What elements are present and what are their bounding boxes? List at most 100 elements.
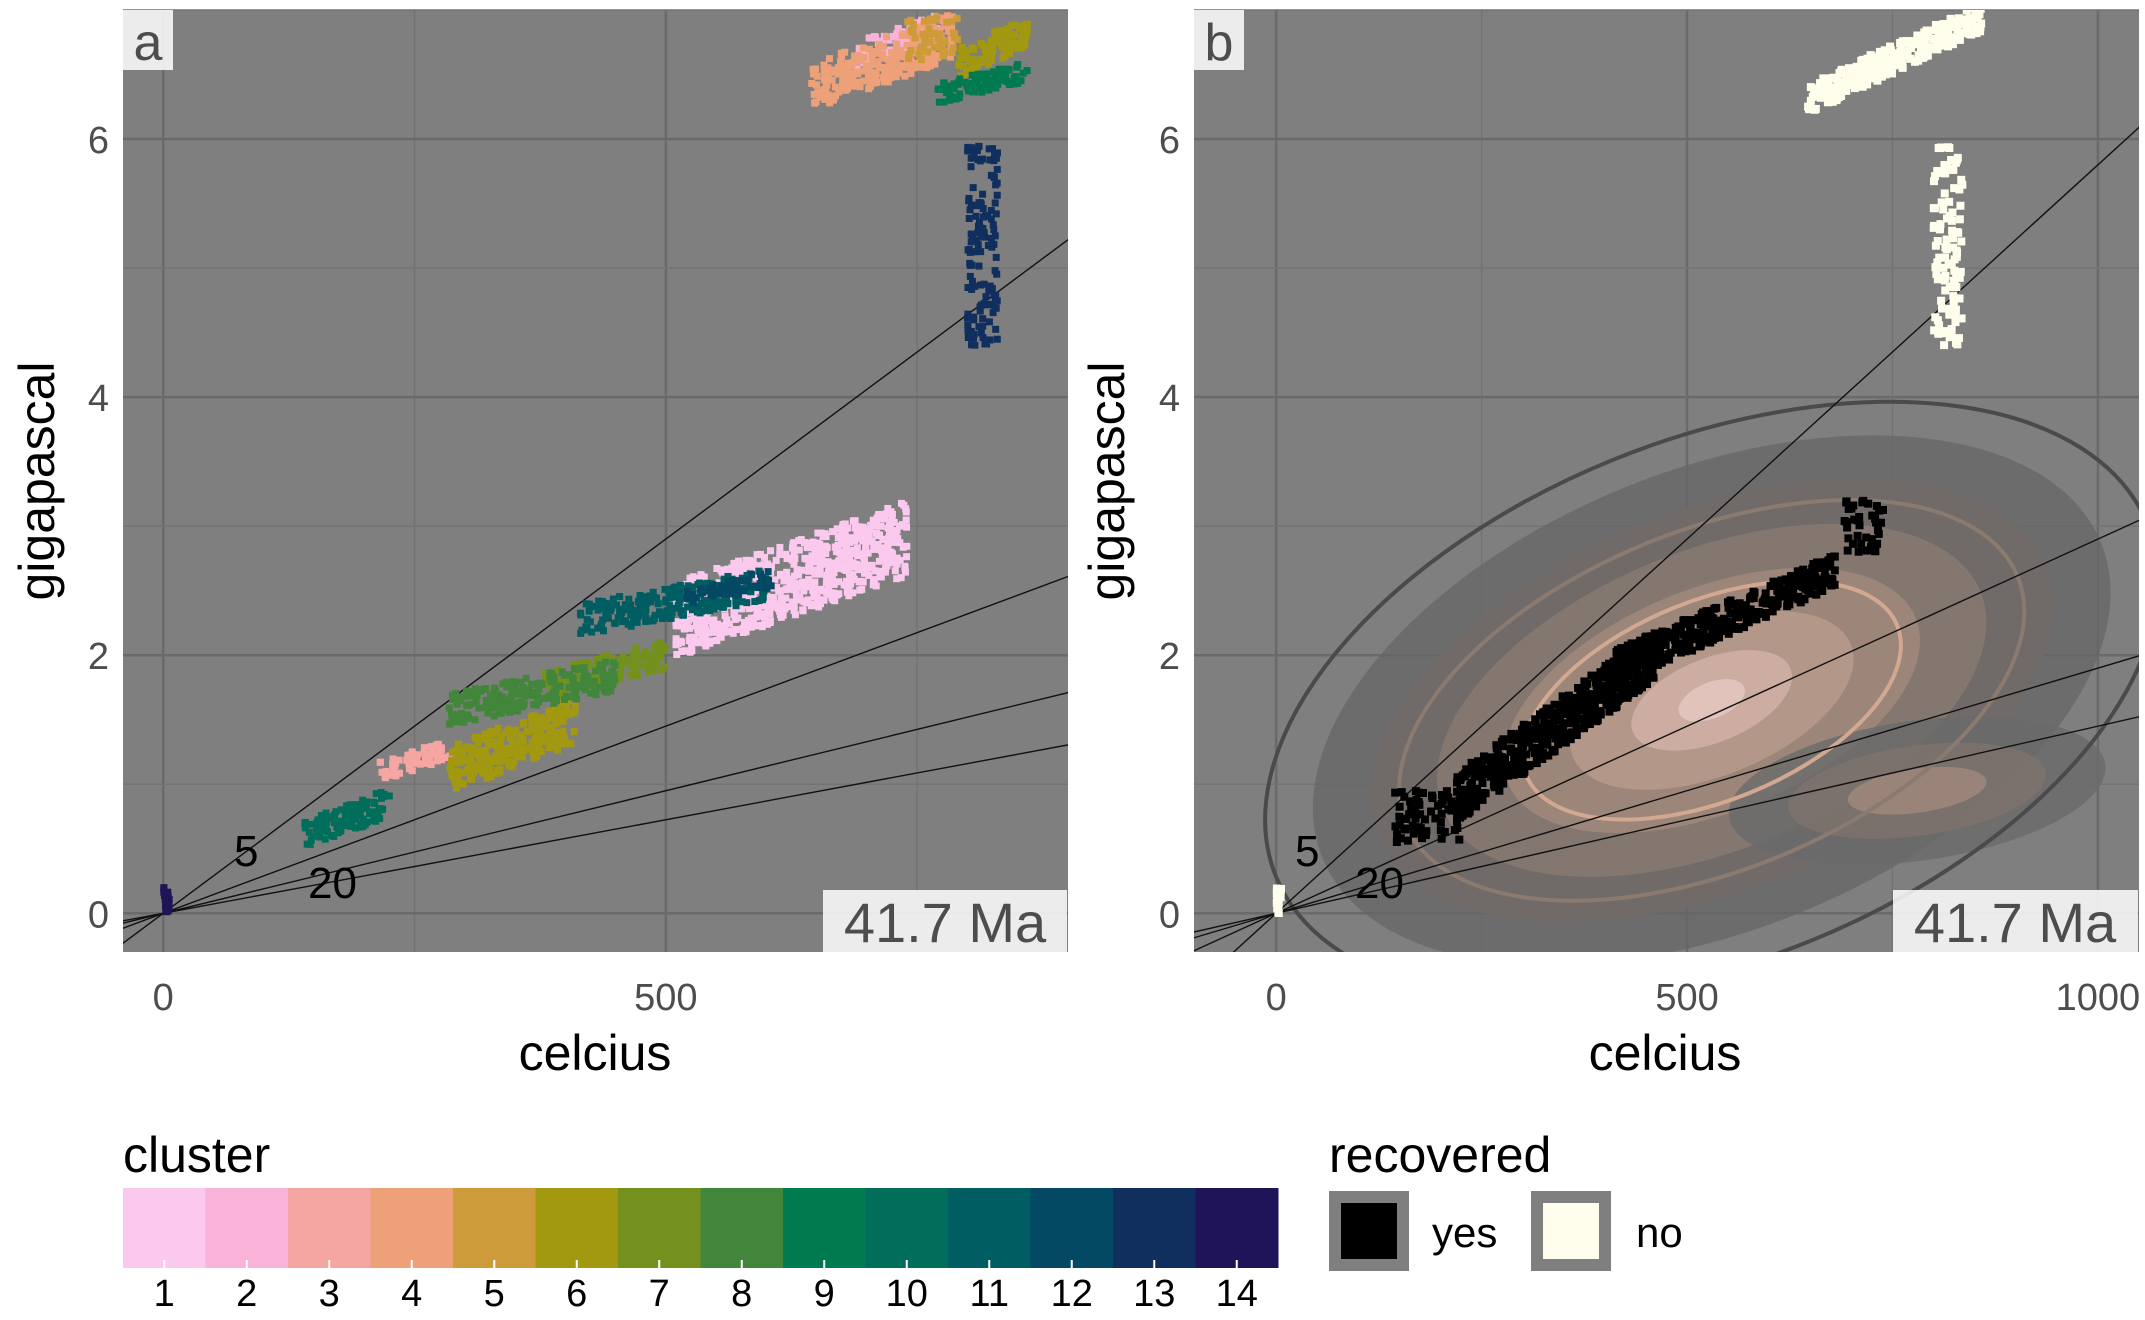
cluster-11-point — [625, 595, 633, 603]
cluster-13-point — [985, 145, 993, 153]
cluster-9-point — [940, 79, 948, 87]
cluster-12-point — [737, 577, 745, 585]
cluster-6-point — [494, 724, 502, 732]
recovered-yes-point — [1611, 674, 1620, 683]
cluster-1-point — [849, 589, 857, 597]
cluster-1-point — [864, 549, 872, 557]
cluster-8-point — [590, 678, 598, 686]
recovered-yes-point — [1685, 640, 1694, 649]
cluster-6-point — [520, 719, 528, 727]
cluster-6-point — [506, 735, 514, 743]
cluster-5-point — [941, 37, 949, 45]
recovered-yes-point — [1512, 736, 1521, 745]
recovered-yes-point — [1517, 734, 1526, 743]
cluster-6-point — [1023, 20, 1031, 28]
cluster-8-point — [462, 687, 470, 695]
cluster-9-point — [994, 80, 1002, 88]
cluster-7-point — [623, 656, 631, 664]
cluster-11-point — [684, 603, 692, 611]
recovered-no-point — [1957, 314, 1966, 323]
cluster-12-point — [689, 599, 697, 607]
cluster-6-point — [481, 755, 489, 763]
cluster-10-point — [301, 824, 309, 832]
cluster-1-point — [694, 629, 702, 637]
cluster-4-point — [820, 61, 828, 69]
cluster-12-point — [740, 587, 748, 595]
recovered-no-point — [1948, 234, 1957, 243]
recovered-no-point — [1941, 41, 1950, 50]
cluster-6-point — [973, 63, 981, 71]
cluster-4-point — [835, 88, 843, 96]
cluster-13-point — [985, 287, 993, 295]
cluster-5-point — [916, 45, 924, 53]
cluster-8-point — [532, 701, 540, 709]
recovered-yes-point — [1656, 647, 1665, 656]
cluster-1-point — [776, 550, 784, 558]
cluster-3-point — [389, 755, 397, 763]
cluster-8-point — [570, 689, 578, 697]
cluster-1-point — [814, 529, 822, 537]
cluster-4-point — [897, 53, 905, 61]
cluster-1-point — [838, 540, 846, 548]
cluster-5-point — [931, 43, 939, 51]
cluster-7-point — [571, 660, 579, 668]
cluster-13-point — [992, 210, 1000, 218]
cluster-1-point — [790, 606, 798, 614]
legend-cluster-swatch — [123, 1188, 206, 1268]
cluster-5-point — [919, 30, 927, 38]
recovered-yes-point — [1830, 566, 1839, 575]
cluster-11-point — [676, 588, 684, 596]
cluster-1-point — [869, 516, 877, 524]
cluster-13-point — [967, 238, 975, 246]
cluster-9-point — [986, 76, 994, 84]
cluster-6-point — [537, 714, 545, 722]
cluster-6-point — [467, 752, 475, 760]
cluster-11-point — [661, 598, 669, 606]
recovered-yes-point — [1647, 632, 1656, 641]
cluster-1-point — [872, 582, 880, 590]
cluster-1-point — [777, 594, 785, 602]
cluster-1-point — [695, 616, 703, 624]
cluster-13-point — [975, 219, 983, 227]
recovered-yes-point — [1872, 501, 1881, 510]
cluster-13-point — [980, 280, 988, 288]
recovered-no-point — [1956, 201, 1965, 210]
cluster-1-point — [884, 504, 892, 512]
recovered-no-point — [1916, 51, 1925, 60]
cluster-1-point — [709, 622, 717, 630]
cluster-13-point — [986, 336, 994, 344]
recovered-yes-point — [1794, 568, 1803, 577]
cluster-1-point — [833, 525, 841, 533]
recovered-no-point — [1955, 294, 1964, 303]
cluster-6-point — [545, 744, 553, 752]
recovered-yes-point — [1499, 779, 1508, 788]
recovered-yes-point — [1607, 679, 1616, 688]
recovered-yes-point — [1440, 828, 1449, 837]
cluster-1-point — [738, 562, 746, 570]
cluster-1-point — [857, 565, 865, 573]
recovered-yes-point — [1522, 750, 1531, 759]
cluster-6-point — [548, 723, 556, 731]
panel-b-age-label: 41.7 Ma — [1914, 891, 2117, 954]
cluster-8-point — [605, 673, 613, 681]
recovered-yes-point — [1437, 834, 1446, 843]
cluster-6-point — [453, 753, 461, 761]
cluster-6-point — [1013, 40, 1021, 48]
cluster-4-point — [879, 74, 887, 82]
cluster-10-point — [379, 805, 387, 813]
cluster-1-point — [891, 538, 899, 546]
cluster-8-point — [547, 694, 555, 702]
cluster-1-point — [776, 543, 784, 551]
recovered-yes-point — [1609, 692, 1618, 701]
cluster-10-point — [380, 790, 388, 798]
cluster-6-point — [514, 738, 522, 746]
cluster-1-point — [845, 570, 853, 578]
cluster-6-point — [477, 735, 485, 743]
cluster-6-point — [994, 38, 1002, 46]
cluster-8-point — [505, 708, 513, 716]
cluster-6-point — [495, 757, 503, 765]
cluster-6-point — [1005, 43, 1013, 51]
cluster-6-point — [987, 57, 995, 65]
panel-b-tag: b — [1205, 14, 1234, 72]
